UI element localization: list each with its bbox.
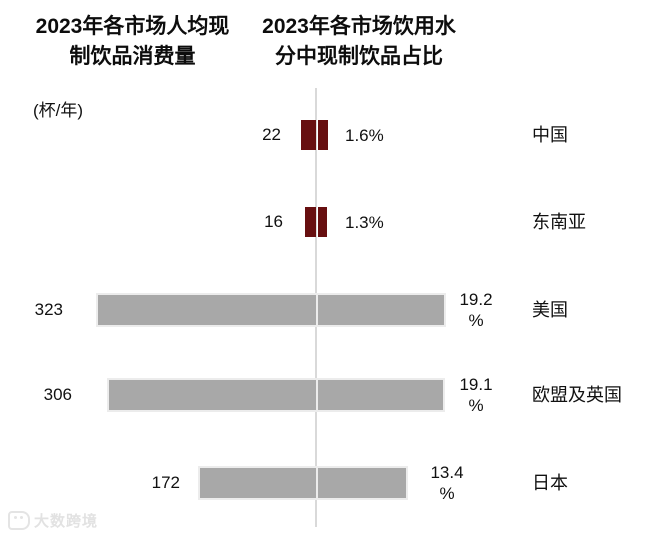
pct-value: 19.2 xyxy=(459,290,493,309)
left-value-label: 22 xyxy=(262,125,281,144)
center-axis-line xyxy=(315,88,317,527)
share-bar xyxy=(318,380,443,410)
category-label: 中国 xyxy=(532,125,568,145)
right-value-label: 1.6% xyxy=(345,120,384,150)
right-value-label: 1.3% xyxy=(345,207,384,237)
watermark-logo-icon xyxy=(8,510,30,530)
chart-row: 323 19.2% 美国 xyxy=(0,290,659,330)
share-bar xyxy=(318,295,444,325)
pct-unit: % xyxy=(439,484,455,503)
left-value-label: 172 xyxy=(151,473,180,492)
share-bar xyxy=(318,207,327,237)
left-value-label: 16 xyxy=(264,212,283,231)
pct-value: 1.3% xyxy=(345,212,384,232)
consumption-bar xyxy=(305,207,316,237)
pct-value: 19.1 xyxy=(459,375,493,394)
left-chart-title: 2023年各市场人均现 制饮品消费量 xyxy=(35,15,230,68)
watermark: 大数跨境 xyxy=(8,509,98,531)
chart-row: 22 1.6% 中国 xyxy=(0,120,659,150)
consumption-bar xyxy=(301,120,316,150)
share-bar xyxy=(318,468,406,498)
pct-value: 1.6% xyxy=(345,125,384,145)
right-value-label: 13.4% xyxy=(423,463,471,503)
axis-unit-label: (杯/年) xyxy=(33,101,84,120)
chart-row: 16 1.3% 东南亚 xyxy=(0,207,659,237)
left-value-label: 306 xyxy=(43,385,72,404)
right-value-label: 19.1% xyxy=(452,375,500,415)
consumption-bar xyxy=(200,468,316,498)
chart-row: 172 13.4% 日本 xyxy=(0,463,659,503)
consumption-bar xyxy=(98,295,316,325)
category-label: 东南亚 xyxy=(532,212,586,232)
pct-unit: % xyxy=(468,311,484,330)
right-chart-title: 2023年各市场饮用水 分中现制饮品占比 xyxy=(262,15,456,68)
category-label: 日本 xyxy=(532,473,568,493)
category-label: 美国 xyxy=(532,300,568,320)
watermark-text: 大数跨境 xyxy=(34,512,99,530)
chart-row: 306 19.1% 欧盟及英国 xyxy=(0,375,659,415)
right-value-label: 19.2% xyxy=(452,290,500,330)
pct-value: 13.4 xyxy=(430,463,464,482)
category-label: 欧盟及英国 xyxy=(532,385,622,405)
left-value-label: 323 xyxy=(34,300,63,319)
consumption-bar xyxy=(109,380,316,410)
pct-unit: % xyxy=(468,396,484,415)
share-bar xyxy=(318,120,328,150)
